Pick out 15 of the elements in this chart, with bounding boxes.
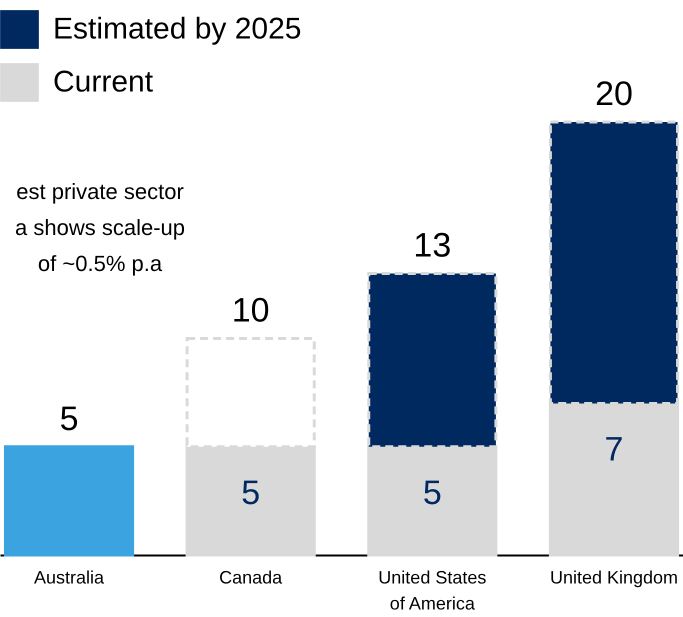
legend-label: Current — [53, 66, 154, 98]
legend-label: Estimated by 2025 — [53, 12, 302, 46]
annotation: est private sector a shows scale-up of ~0.5% p.a — [15, 179, 185, 276]
data-label: 7 — [604, 430, 624, 468]
x-tick-label: United Kingdom — [550, 568, 678, 588]
x-tick-label: Canada — [219, 568, 284, 588]
data-label: 5 — [422, 474, 442, 512]
bar — [4, 445, 134, 556]
total-label: 5 — [60, 400, 78, 438]
data-label: 5 — [241, 474, 260, 512]
total-label: 20 — [595, 75, 633, 113]
x-tick-label: Australia — [34, 568, 106, 588]
x-tick-label: United States of America — [378, 568, 486, 614]
total-label: 13 — [413, 226, 452, 265]
total-label: 10 — [232, 292, 270, 330]
